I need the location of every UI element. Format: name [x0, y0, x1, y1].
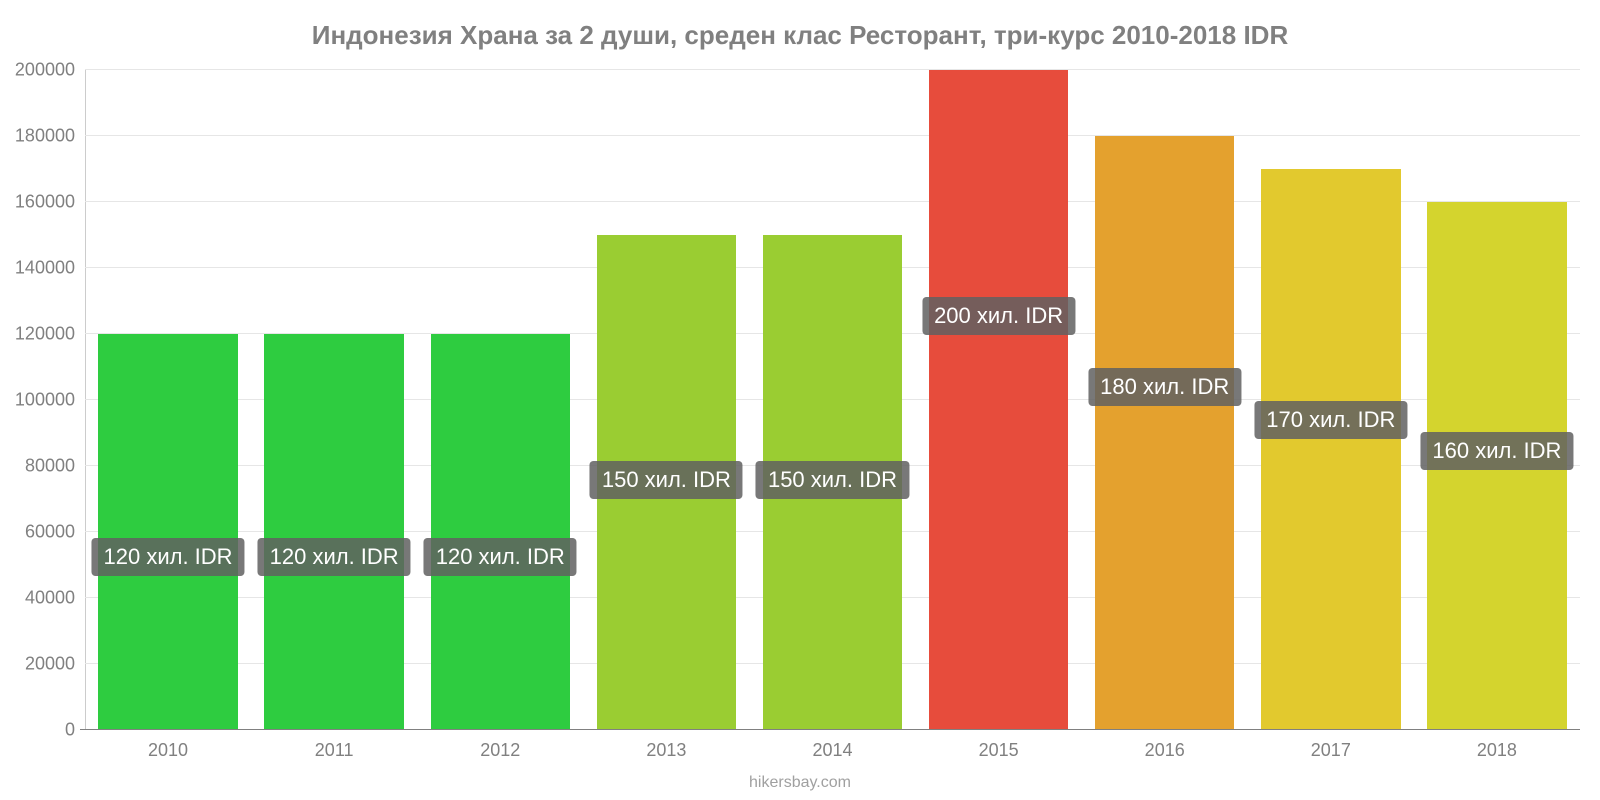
x-tick-label: 2018 [1477, 740, 1517, 761]
bar-value-label: 120 хил. IDR [92, 538, 245, 576]
bar-slot: 120 хил. IDR2010 [85, 70, 251, 730]
bar-slot: 200 хил. IDR2015 [916, 70, 1082, 730]
x-tick-label: 2016 [1145, 740, 1185, 761]
bar-value-label: 150 хил. IDR [590, 461, 743, 499]
bar: 200 хил. IDR [929, 70, 1069, 730]
bar: 120 хил. IDR [264, 334, 404, 730]
bar-slot: 120 хил. IDR2011 [251, 70, 417, 730]
bar-value-label: 160 хил. IDR [1420, 432, 1573, 470]
chart-title: Индонезия Храна за 2 души, среден клас Р… [0, 20, 1600, 51]
y-tick-label: 200000 [10, 60, 75, 81]
bar-value-label: 150 хил. IDR [756, 461, 909, 499]
y-tick-label: 80000 [10, 456, 75, 477]
bar-slot: 180 хил. IDR2016 [1082, 70, 1248, 730]
bar-value-label: 170 хил. IDR [1254, 401, 1407, 439]
bar-chart: Индонезия Храна за 2 души, среден клас Р… [0, 0, 1600, 800]
bar: 120 хил. IDR [431, 334, 571, 730]
bar: 170 хил. IDR [1261, 169, 1401, 730]
x-tick-label: 2012 [480, 740, 520, 761]
bar-slot: 160 хил. IDR2018 [1414, 70, 1580, 730]
bar: 160 хил. IDR [1427, 202, 1567, 730]
x-tick-label: 2015 [979, 740, 1019, 761]
plot-area: 0200004000060000800001000001200001400001… [85, 70, 1580, 730]
bar-slot: 170 хил. IDR2017 [1248, 70, 1414, 730]
bar-value-label: 120 хил. IDR [258, 538, 411, 576]
y-tick-label: 40000 [10, 588, 75, 609]
y-tick-label: 120000 [10, 324, 75, 345]
y-tick-label: 160000 [10, 192, 75, 213]
bar: 180 хил. IDR [1095, 136, 1235, 730]
watermark: hikersbay.com [0, 774, 1600, 792]
x-axis-line [80, 729, 1580, 730]
bars-container: 120 хил. IDR2010120 хил. IDR2011120 хил.… [85, 70, 1580, 730]
y-tick-label: 180000 [10, 126, 75, 147]
bar: 150 хил. IDR [597, 235, 737, 730]
x-tick-label: 2014 [812, 740, 852, 761]
x-tick-label: 2011 [315, 740, 354, 761]
bar-slot: 150 хил. IDR2014 [749, 70, 915, 730]
bar-value-label: 200 хил. IDR [922, 297, 1075, 335]
bar-value-label: 120 хил. IDR [424, 538, 577, 576]
bar-slot: 150 хил. IDR2013 [583, 70, 749, 730]
x-tick-label: 2010 [148, 740, 188, 761]
x-tick-label: 2017 [1311, 740, 1351, 761]
x-tick-label: 2013 [646, 740, 686, 761]
y-tick-label: 100000 [10, 390, 75, 411]
bar: 120 хил. IDR [98, 334, 238, 730]
bar-slot: 120 хил. IDR2012 [417, 70, 583, 730]
y-tick-label: 0 [10, 720, 75, 741]
y-tick-label: 60000 [10, 522, 75, 543]
bar: 150 хил. IDR [763, 235, 903, 730]
y-tick-label: 20000 [10, 654, 75, 675]
y-tick-label: 140000 [10, 258, 75, 279]
bar-value-label: 180 хил. IDR [1088, 368, 1241, 406]
